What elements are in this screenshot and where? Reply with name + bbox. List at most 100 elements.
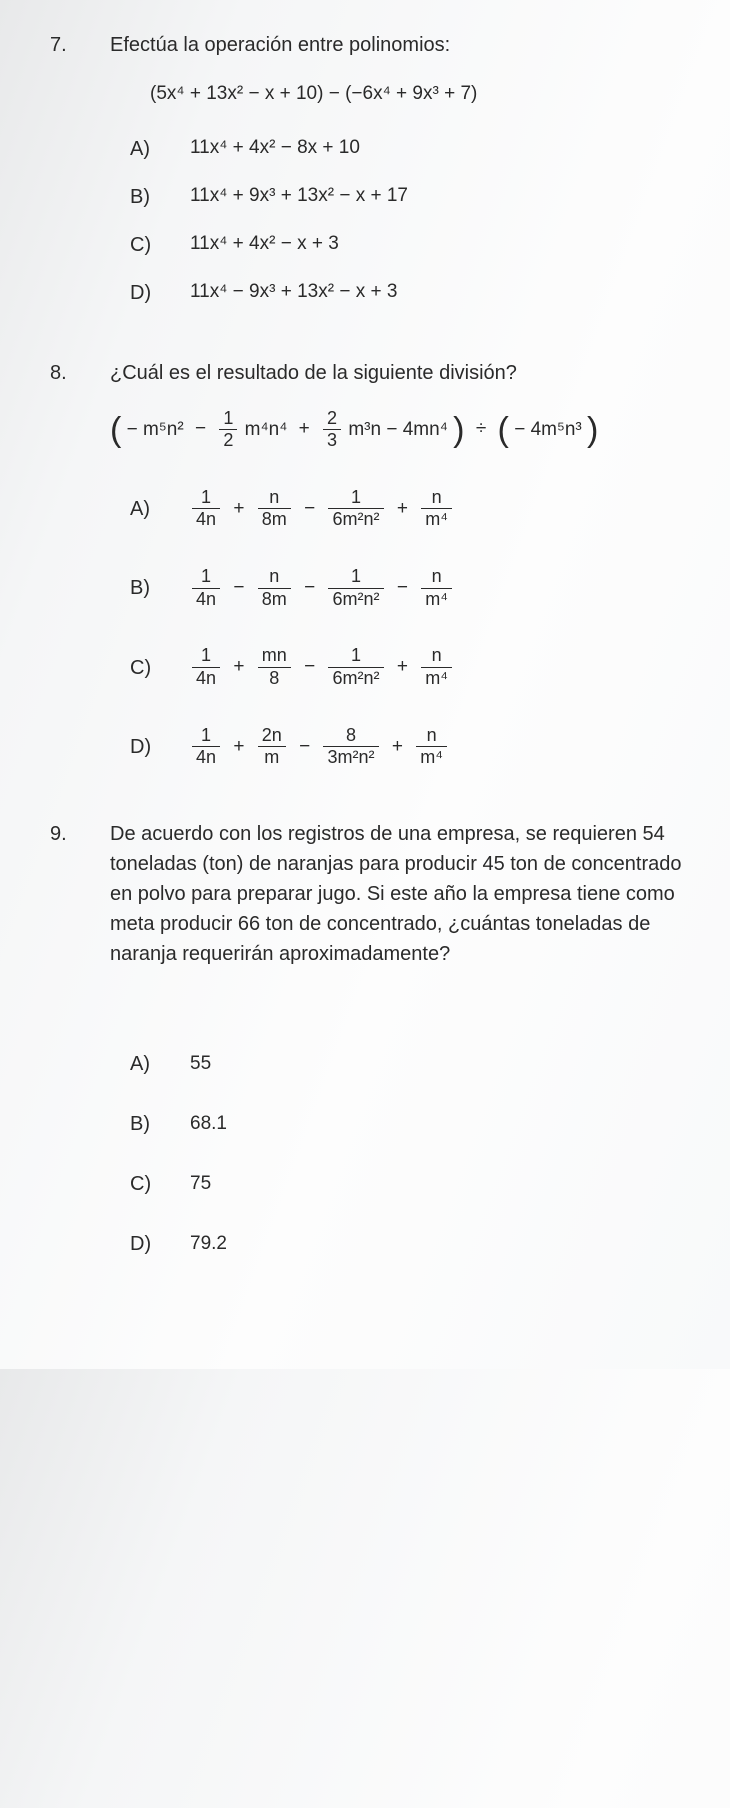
fraction: 16m²n² — [328, 487, 383, 531]
denominator: 3 — [323, 430, 341, 452]
option-content: 68.1 — [190, 1110, 227, 1139]
paren-open: ( — [498, 411, 509, 449]
numerator: n — [416, 725, 447, 748]
fraction: n8m — [258, 566, 291, 610]
question-expression: ( − m⁵n² − 1 2 m⁴n⁴ + 2 3 m³n − 4mn⁴ ) ÷… — [110, 408, 690, 452]
option-d: D) 79.2 — [130, 1229, 690, 1259]
option-label: A) — [130, 1049, 160, 1079]
numerator: 1 — [192, 487, 220, 510]
option-b: B) 68.1 — [130, 1109, 690, 1139]
denominator: 6m²n² — [328, 509, 383, 531]
option-a: A) 14n + n8m − 16m²n² + nm⁴ — [130, 487, 690, 531]
numerator: n — [421, 645, 452, 668]
option-c: C) 75 — [130, 1169, 690, 1199]
fraction: 2nm — [258, 725, 286, 769]
option-content: 11x⁴ − 9x³ + 13x² − x + 3 — [190, 278, 397, 307]
denominator: 4n — [192, 668, 220, 690]
denominator: 8 — [258, 668, 291, 690]
fraction: 16m²n² — [328, 566, 383, 610]
operator: − — [233, 574, 244, 603]
numerator: 2 — [323, 408, 341, 431]
operator: + — [233, 653, 244, 682]
denominator: 2 — [219, 430, 237, 452]
numerator: 1 — [328, 645, 383, 668]
fraction: 14n — [192, 487, 220, 531]
numerator: 1 — [328, 566, 383, 589]
paren-open: ( — [110, 411, 121, 449]
operator: − — [304, 574, 315, 603]
fraction: nm⁴ — [421, 487, 452, 531]
option-label: B) — [130, 573, 160, 603]
option-content: 11x⁴ + 4x² − x + 3 — [190, 230, 339, 259]
operator: + — [233, 495, 244, 524]
option-label: D) — [130, 732, 160, 762]
operator: + — [397, 653, 408, 682]
option-b: B) 14n − n8m − 16m²n² − nm⁴ — [130, 566, 690, 610]
numerator: 1 — [192, 566, 220, 589]
option-b: B) 11x⁴ + 9x³ + 13x² − x + 17 — [130, 182, 690, 212]
question-header: 9. De acuerdo con los registros de una e… — [50, 819, 690, 969]
fraction: n8m — [258, 487, 291, 531]
paren-close: ) — [587, 411, 598, 449]
question-prompt: Efectúa la operación entre polinomios: — [110, 30, 690, 60]
numerator: 1 — [192, 725, 220, 748]
option-c: C) 11x⁴ + 4x² − x + 3 — [130, 230, 690, 260]
fraction: 16m²n² — [328, 645, 383, 689]
operator: + — [397, 495, 408, 524]
operator: − — [304, 653, 315, 682]
operator: − — [299, 733, 310, 762]
option-content: 75 — [190, 1170, 211, 1199]
minus-sign: − — [195, 415, 206, 444]
option-content: 14n + n8m − 16m²n² + nm⁴ — [190, 487, 454, 531]
question-7: 7. Efectúa la operación entre polinomios… — [50, 30, 690, 308]
paren-close: ) — [453, 411, 464, 449]
denominator: m⁴ — [416, 747, 447, 769]
operator: − — [304, 495, 315, 524]
option-content: 11x⁴ + 4x² − 8x + 10 — [190, 134, 360, 163]
denominator: 6m²n² — [328, 668, 383, 690]
numerator: 8 — [323, 725, 378, 748]
option-a: A) 11x⁴ + 4x² − 8x + 10 — [130, 134, 690, 164]
option-label: C) — [130, 230, 160, 260]
option-content: 55 — [190, 1050, 211, 1079]
plus-sign: + — [299, 415, 310, 444]
fraction: nm⁴ — [416, 725, 447, 769]
fraction: 14n — [192, 566, 220, 610]
denominator: m⁴ — [421, 509, 452, 531]
numerator: n — [421, 487, 452, 510]
operator: + — [233, 733, 244, 762]
numerator: n — [258, 566, 291, 589]
question-prompt: ¿Cuál es el resultado de la siguiente di… — [110, 358, 690, 388]
question-number: 8. — [50, 358, 80, 388]
numerator: n — [258, 487, 291, 510]
denominator: 3m²n² — [323, 747, 378, 769]
question-8: 8. ¿Cuál es el resultado de la siguiente… — [50, 358, 690, 770]
divide-sign: ÷ — [476, 415, 486, 444]
question-9: 9. De acuerdo con los registros de una e… — [50, 819, 690, 1259]
fraction: 83m²n² — [323, 725, 378, 769]
option-label: A) — [130, 134, 160, 164]
option-label: C) — [130, 653, 160, 683]
operator: − — [397, 574, 408, 603]
question-number: 9. — [50, 819, 80, 849]
term: − m⁵n² — [127, 419, 184, 440]
denominator: 4n — [192, 589, 220, 611]
denominator: 8m — [258, 509, 291, 531]
question-header: 7. Efectúa la operación entre polinomios… — [50, 30, 690, 60]
question-number: 7. — [50, 30, 80, 60]
fraction: mn8 — [258, 645, 291, 689]
fraction: 1 2 — [219, 408, 237, 452]
numerator: 1 — [219, 408, 237, 431]
denominator: 6m²n² — [328, 589, 383, 611]
fraction: 14n — [192, 725, 220, 769]
fraction: 14n — [192, 645, 220, 689]
numerator: 2n — [258, 725, 286, 748]
option-c: C) 14n + mn8 − 16m²n² + nm⁴ — [130, 645, 690, 689]
operator: + — [392, 733, 403, 762]
divisor: − 4m⁵n³ — [514, 419, 582, 440]
term: m⁴n⁴ — [245, 419, 288, 440]
fraction: nm⁴ — [421, 645, 452, 689]
fraction: 2 3 — [323, 408, 341, 452]
option-content: 14n − n8m − 16m²n² − nm⁴ — [190, 566, 454, 610]
option-content: 14n + 2nm − 83m²n² + nm⁴ — [190, 725, 449, 769]
